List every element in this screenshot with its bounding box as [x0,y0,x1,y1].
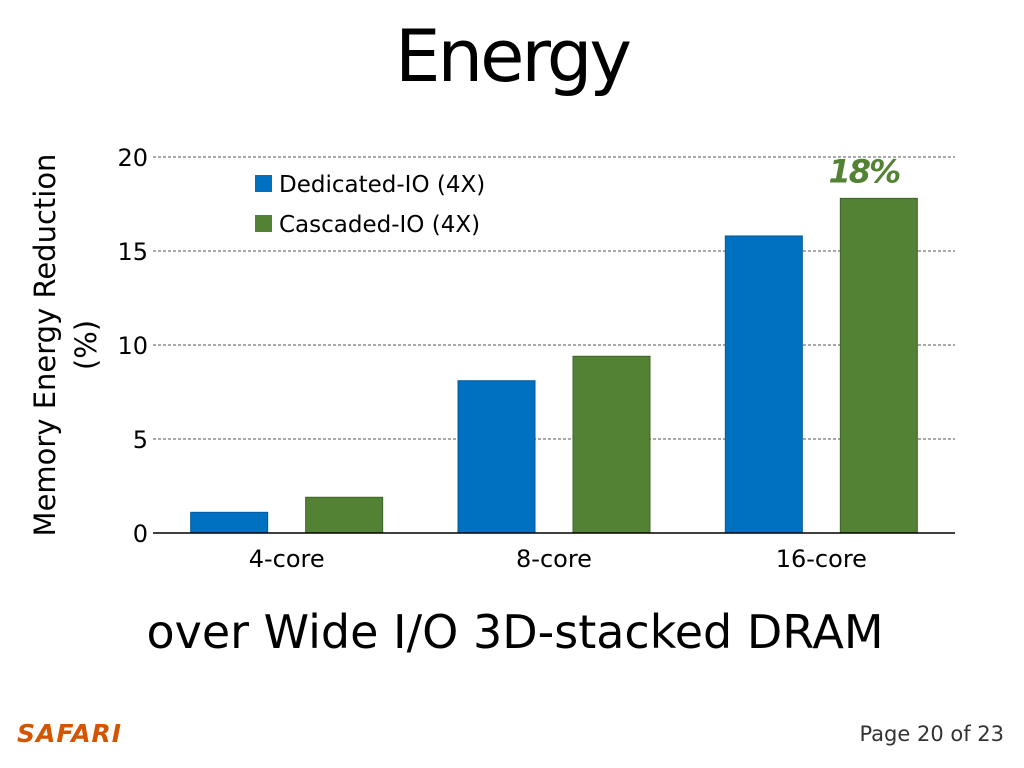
legend-label: Dedicated-IO (4X) [279,172,485,198]
x-tick-label: 4-core [249,545,325,573]
y-tick-label: 10 [117,332,148,360]
bar-4-core-series-1 [190,511,269,534]
y-axis-label: Memory Energy Reduction [28,154,62,537]
bar-annotation: 18% [829,152,901,190]
x-tick-labels: 4-core 8-core 16-core [249,545,867,573]
bar-4-core-series-2 [305,496,384,534]
safari-logo: SAFARI [17,719,123,748]
bar-16-core-series-2 [839,197,918,534]
bar-chart: 0 5 10 15 20 4-core 8-core 16-core Dedicated-I… [28,144,955,573]
slide-title: Energy [394,14,632,98]
legend-swatch [255,175,272,192]
y-tick-label: 5 [133,426,148,454]
y-tick-label: 0 [133,520,148,548]
bar-8-core-series-2 [572,355,651,534]
y-tick-labels: 0 5 10 15 20 [117,144,148,548]
x-tick-label: 8-core [516,545,592,573]
bar-16-core-series-1 [724,235,803,534]
legend-swatch [255,215,272,232]
y-tick-label: 20 [117,144,148,172]
legend-label: Cascaded-IO (4X) [279,212,480,238]
slide-subtitle: over Wide I/O 3D-stacked DRAM [146,605,884,659]
x-tick-label: 16-core [776,545,867,573]
chart-bars [190,197,918,534]
page-number: Page 20 of 23 [859,722,1004,746]
chart-legend: Dedicated-IO (4X) Cascaded-IO (4X) [255,172,485,238]
chart-grid [153,156,955,440]
bar-8-core-series-1 [457,380,536,534]
y-tick-label: 15 [117,238,148,266]
y-axis-label-unit: (%) [69,320,103,370]
